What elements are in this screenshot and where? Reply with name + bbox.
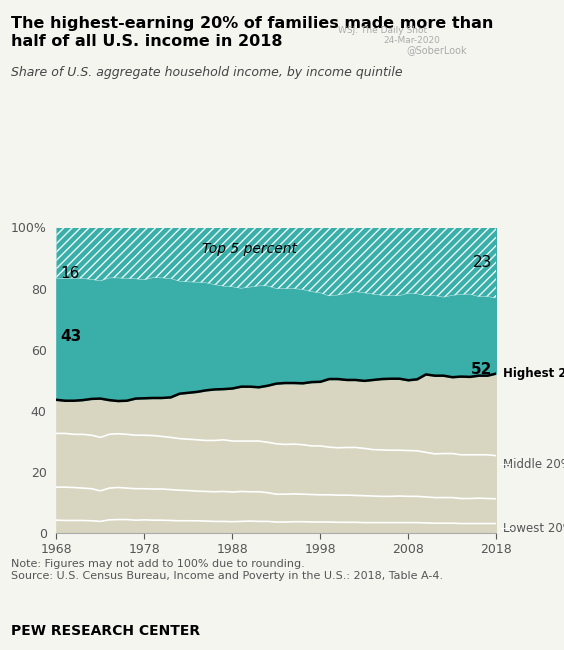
Text: @SoberLook: @SoberLook [406,46,466,55]
Text: 43: 43 [61,329,82,344]
Text: Middle 20%: Middle 20% [503,458,564,471]
Text: WSJ: The Daily Shot: WSJ: The Daily Shot [338,26,428,35]
Text: 23: 23 [473,255,492,270]
Text: —: — [499,522,511,535]
Text: Source: U.S. Census Bureau, Income and Poverty in the U.S.: 2018, Table A-4.: Source: U.S. Census Bureau, Income and P… [11,571,443,580]
Text: —: — [499,458,511,471]
Text: Highest 20%: Highest 20% [503,367,564,380]
Text: Top 5 percent: Top 5 percent [202,242,297,256]
Text: half of all U.S. income in 2018: half of all U.S. income in 2018 [11,34,283,49]
Text: Note: Figures may not add to 100% due to rounding.: Note: Figures may not add to 100% due to… [11,559,305,569]
Text: Share of U.S. aggregate household income, by income quintile: Share of U.S. aggregate household income… [11,66,403,79]
Text: Lowest 20%: Lowest 20% [503,522,564,535]
Text: 16: 16 [61,266,80,281]
Text: 24-Mar-2020: 24-Mar-2020 [384,36,440,45]
Text: 52: 52 [470,362,492,377]
Text: The highest-earning 20% of families made more than: The highest-earning 20% of families made… [11,16,493,31]
Text: PEW RESEARCH CENTER: PEW RESEARCH CENTER [11,624,200,638]
